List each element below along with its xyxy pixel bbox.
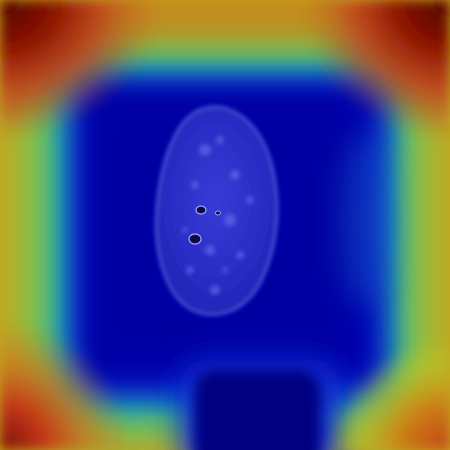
- tissue-specimen: [154, 105, 279, 316]
- heatmap-hotspot-bottom-right: [330, 340, 450, 450]
- heatmap-hotspot-bottom-left: [0, 320, 130, 450]
- heatmap-bottom-low-region: [195, 370, 320, 450]
- tissue-dark-spots: [188, 205, 221, 245]
